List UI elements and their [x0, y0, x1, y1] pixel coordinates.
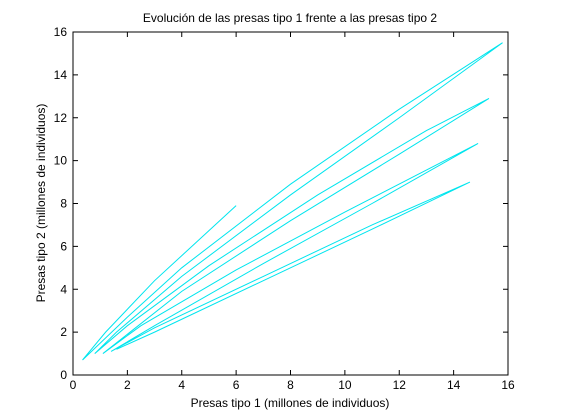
x-tick-label: 16 [501, 378, 515, 392]
x-tick-label: 14 [447, 378, 461, 392]
x-tick-label: 6 [233, 378, 240, 392]
y-tick-label: 10 [54, 154, 68, 168]
y-tick-label: 8 [60, 197, 67, 211]
y-tick-label: 2 [60, 325, 67, 339]
x-tick-label: 10 [338, 378, 352, 392]
y-tick-label: 16 [54, 25, 68, 39]
data-line [82, 42, 503, 361]
x-tick-label: 8 [287, 378, 294, 392]
x-tick-label: 2 [124, 378, 131, 392]
y-axis-label: Presas tipo 2 (millones de individuos) [34, 104, 48, 303]
y-tick-label: 12 [54, 111, 68, 125]
y-tick-label: 6 [60, 239, 67, 253]
y-tick-label: 0 [60, 368, 67, 382]
x-tick-label: 12 [393, 378, 407, 392]
y-tick-label: 14 [54, 68, 68, 82]
y-tick-label: 4 [60, 282, 67, 296]
x-tick-label: 0 [70, 378, 77, 392]
x-axis-label: Presas tipo 1 (millones de individuos) [191, 396, 390, 410]
x-tick-label: 4 [178, 378, 185, 392]
chart-title: Evolución de las presas tipo 1 frente a … [143, 11, 437, 25]
